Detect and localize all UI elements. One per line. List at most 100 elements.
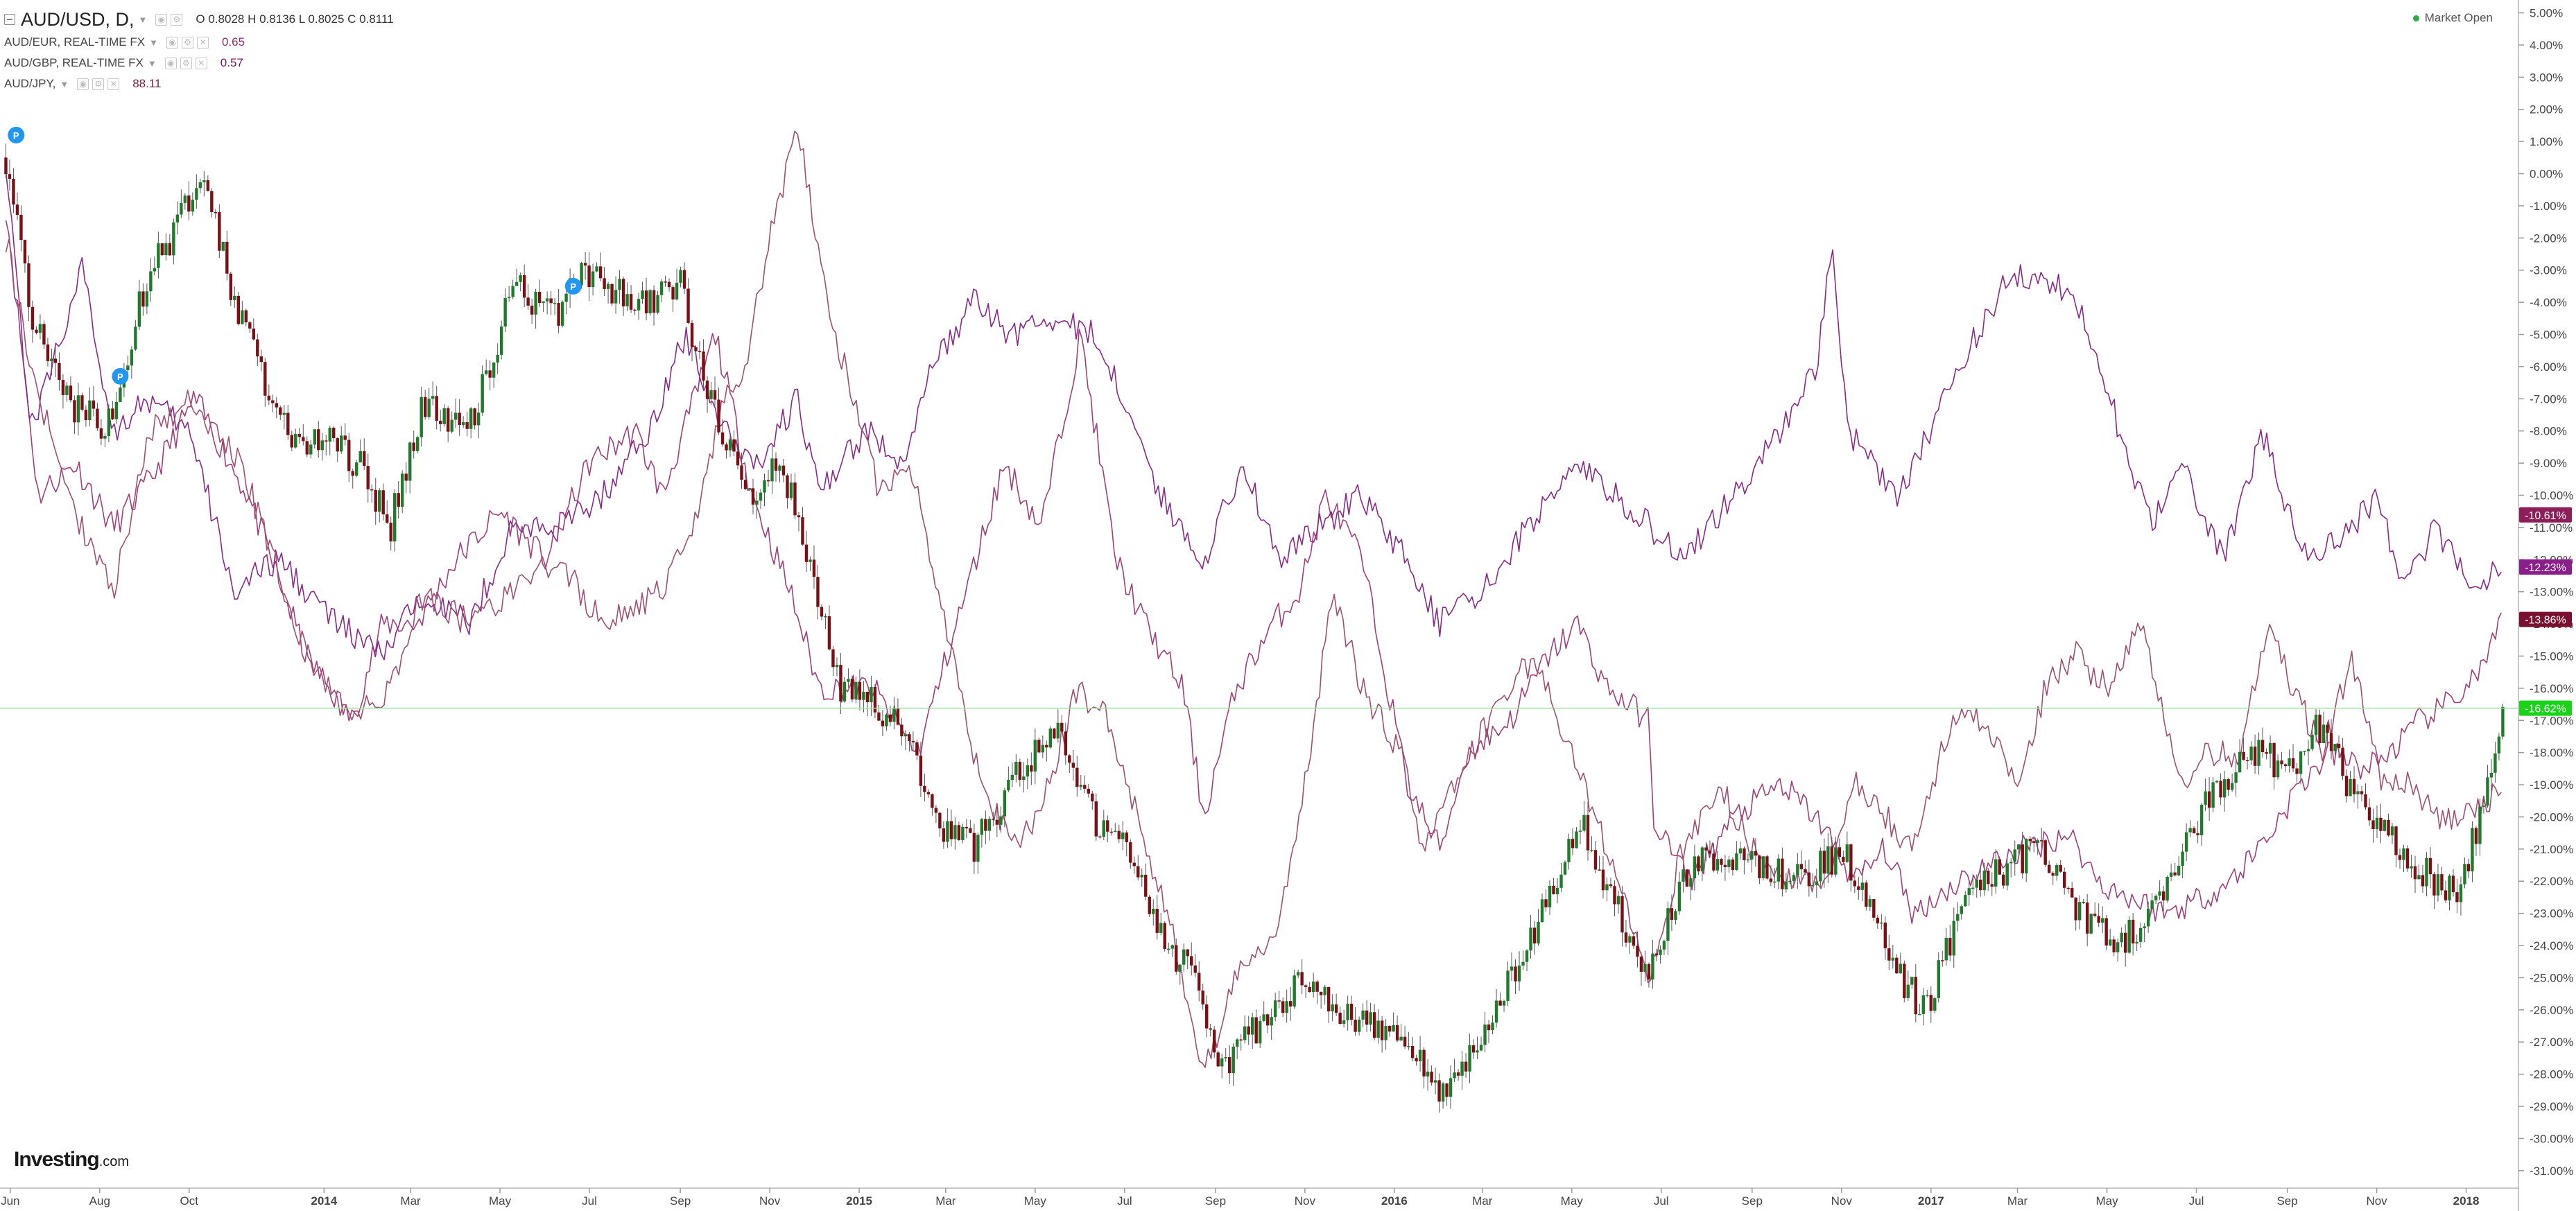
candle-body bbox=[614, 290, 618, 304]
candle-body bbox=[1979, 880, 1982, 891]
candle-body bbox=[175, 214, 180, 223]
candle-body bbox=[1784, 881, 1788, 889]
candle-body bbox=[370, 489, 374, 491]
investing-logo[interactable]: Investing.com bbox=[14, 1148, 129, 1171]
chevron-down-icon[interactable]: ▼ bbox=[138, 14, 148, 25]
y-tick-label: -1.00% bbox=[2530, 200, 2567, 213]
candle-body bbox=[1682, 869, 1685, 882]
eye-icon[interactable]: ◉ bbox=[166, 36, 178, 49]
candle-body bbox=[2341, 748, 2344, 776]
eye-icon[interactable]: ◉ bbox=[164, 57, 177, 69]
candle-body bbox=[1273, 1000, 1277, 1018]
candle-body bbox=[1559, 874, 1563, 888]
overlay-symbol[interactable]: AUD/EUR, REAL-TIME FX bbox=[4, 35, 146, 49]
candle-body bbox=[2482, 805, 2486, 807]
x-tick-label: 2017 bbox=[1918, 1194, 1944, 1208]
candle-body bbox=[461, 422, 465, 426]
candle-body bbox=[621, 279, 625, 306]
candle-body bbox=[1201, 990, 1204, 1004]
candle-body bbox=[923, 785, 926, 792]
candle-body bbox=[2097, 916, 2100, 923]
candle-body bbox=[2154, 896, 2158, 900]
candle-body bbox=[1498, 1000, 1502, 1006]
close-icon[interactable]: ✕ bbox=[196, 36, 209, 49]
candle-body bbox=[435, 396, 438, 421]
candle-body bbox=[119, 387, 122, 402]
candle-body bbox=[2173, 872, 2177, 875]
candle-body bbox=[137, 291, 141, 327]
chevron-down-icon[interactable]: ▼ bbox=[60, 78, 69, 89]
candle-body bbox=[564, 293, 568, 302]
candle-body bbox=[92, 400, 96, 409]
x-tick-label: Mar bbox=[935, 1194, 956, 1208]
candle-body bbox=[187, 195, 191, 212]
y-tick-label: -11.00% bbox=[2530, 521, 2573, 534]
candle-body bbox=[934, 808, 938, 813]
candle-body bbox=[987, 819, 992, 831]
candle-body bbox=[1868, 899, 1872, 907]
candle-body bbox=[2421, 875, 2425, 887]
close-icon[interactable]: ✕ bbox=[195, 57, 207, 69]
eye-icon[interactable]: ◉ bbox=[77, 78, 89, 90]
candle-body bbox=[1906, 984, 1910, 998]
candle-body bbox=[1929, 995, 1933, 1011]
candle-body bbox=[2261, 740, 2265, 753]
y-tick-label: -3.00% bbox=[2530, 264, 2567, 277]
candle-body bbox=[972, 833, 976, 862]
close-icon[interactable]: ✕ bbox=[107, 78, 120, 90]
chevron-down-icon[interactable]: ▼ bbox=[149, 37, 158, 48]
candle-body bbox=[401, 473, 404, 507]
candle-body bbox=[763, 480, 766, 493]
candle-body bbox=[397, 493, 400, 507]
overlay-value: 0.57 bbox=[220, 56, 243, 69]
candle-body bbox=[1598, 869, 1601, 871]
overlay-symbol[interactable]: AUD/GBP, REAL-TIME FX bbox=[4, 56, 144, 69]
candle-body bbox=[1532, 927, 1537, 944]
candle-body bbox=[1407, 1045, 1410, 1047]
y-tick-label: -26.00% bbox=[2530, 1004, 2573, 1017]
candle-body bbox=[2349, 778, 2352, 796]
settings-icon[interactable]: ⚙ bbox=[171, 13, 183, 26]
settings-icon[interactable]: ⚙ bbox=[92, 78, 105, 90]
candle-body bbox=[2459, 884, 2463, 903]
overlay-symbol[interactable]: AUD/JPY, bbox=[4, 77, 56, 90]
candle-body bbox=[671, 287, 675, 300]
eye-icon[interactable]: ◉ bbox=[155, 13, 168, 26]
open-value: 0.8028 bbox=[208, 12, 245, 26]
candle-body bbox=[2028, 839, 2032, 842]
x-tick-label: Jun bbox=[1, 1194, 19, 1208]
candle-body bbox=[1651, 953, 1654, 979]
candle-body bbox=[2257, 740, 2261, 766]
price-axis[interactable]: 5.00% 4.00% 3.00% 2.00% 1.00% 0.00% -1.00% -2.0… bbox=[2518, 7, 2573, 1178]
candle-body bbox=[1094, 801, 1098, 837]
candle-body bbox=[1731, 859, 1735, 871]
event-marker-icon bbox=[8, 126, 25, 143]
candle-body bbox=[2436, 874, 2440, 896]
candle-body bbox=[160, 243, 164, 256]
candle-body bbox=[1178, 964, 1182, 972]
chevron-down-icon[interactable]: ▼ bbox=[147, 58, 157, 69]
candle-body bbox=[720, 432, 725, 445]
candle-body bbox=[317, 429, 320, 451]
candle-body bbox=[1010, 774, 1014, 781]
main-symbol[interactable]: AUD/USD, D, bbox=[21, 8, 135, 30]
candle-body bbox=[1483, 1025, 1487, 1045]
logo-text: Investing bbox=[14, 1148, 100, 1171]
candle-body bbox=[195, 188, 198, 200]
collapse-legend-icon[interactable] bbox=[4, 14, 15, 25]
time-axis[interactable]: Jun Aug Oct 2014 Mar May Jul Sep Nov 2015 Mar May Ju… bbox=[1, 1188, 2479, 1208]
candle-body bbox=[1903, 964, 1906, 998]
x-tick-label: 2015 bbox=[846, 1194, 872, 1208]
candle-body bbox=[2230, 783, 2234, 790]
x-tick-label: 2014 bbox=[311, 1194, 337, 1208]
candle-body bbox=[511, 286, 515, 297]
logo-suffix: .com bbox=[98, 1154, 130, 1169]
candle-body bbox=[469, 408, 473, 429]
candle-body bbox=[2242, 751, 2245, 760]
candle-body bbox=[1277, 1000, 1281, 1002]
settings-icon[interactable]: ⚙ bbox=[181, 36, 193, 49]
settings-icon[interactable]: ⚙ bbox=[180, 57, 192, 69]
candle-body bbox=[271, 400, 275, 403]
candle-body bbox=[1998, 859, 2001, 875]
